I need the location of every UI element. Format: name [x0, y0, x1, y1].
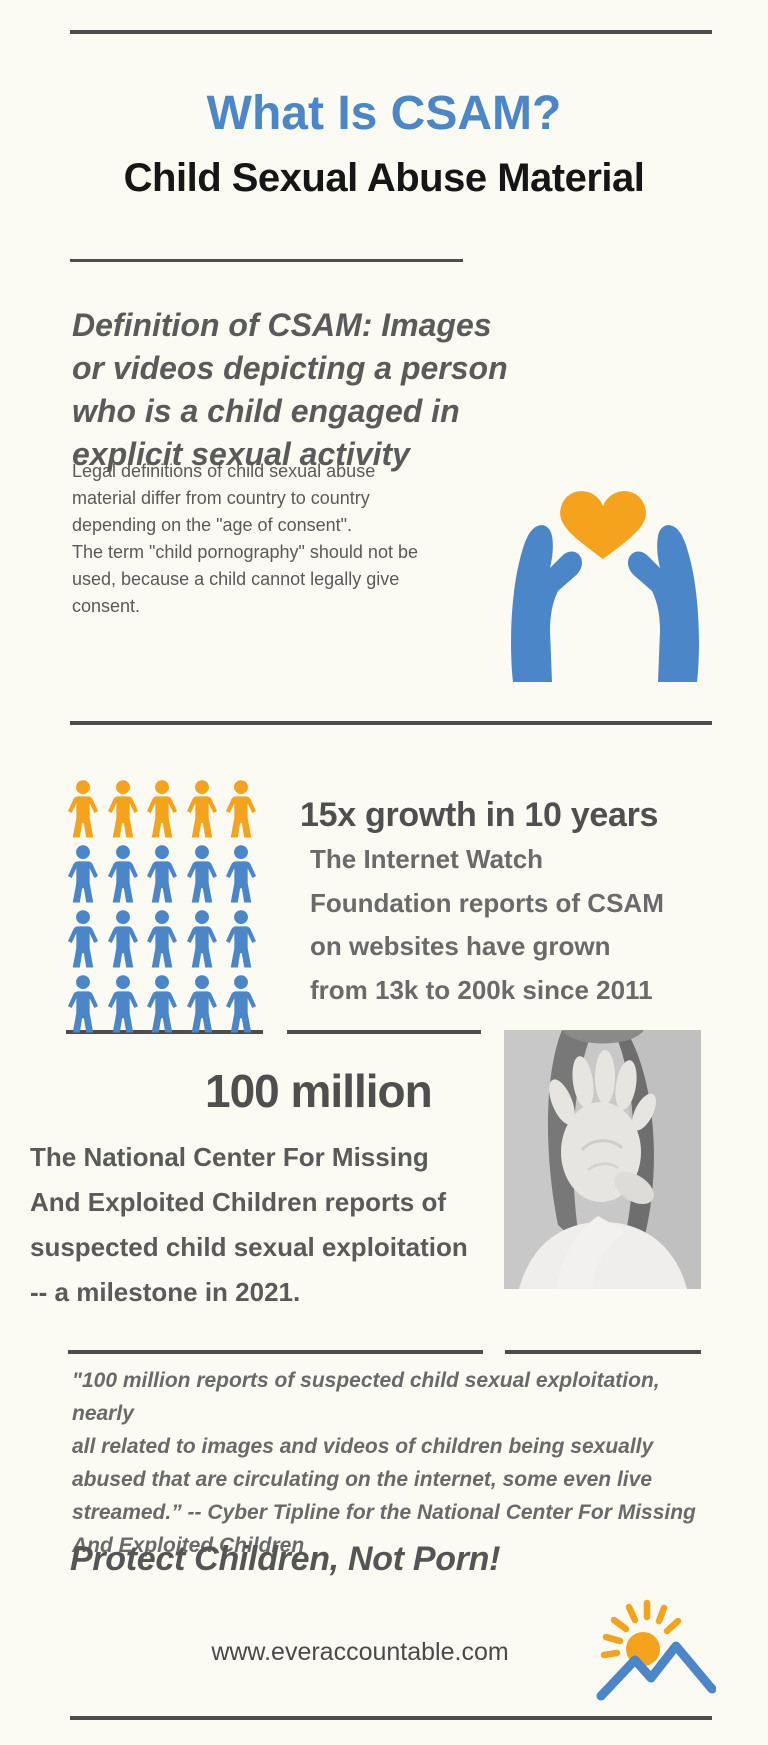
pictograph-baseline-rule — [66, 1030, 263, 1034]
growth-body-text: The Internet Watch Foundation reports of… — [310, 844, 664, 1005]
person-icon — [67, 845, 99, 903]
person-icon — [67, 910, 99, 968]
person-icon — [225, 780, 257, 838]
person-row — [64, 778, 264, 843]
milestone-stat: 100 million — [205, 1065, 433, 1117]
top-rule — [70, 30, 712, 34]
growth-heading: 15x growth in 10 years — [300, 796, 659, 834]
person-icon — [107, 975, 138, 1033]
person-icon — [186, 910, 217, 968]
stop-hand-photo — [504, 1030, 701, 1289]
people-pictograph — [64, 778, 264, 1038]
person-icon — [186, 975, 217, 1033]
person-icon — [186, 845, 217, 903]
website-text: www.everaccountable.com — [211, 1638, 509, 1666]
sun-over-mountains-icon — [596, 1599, 716, 1701]
page-subtitle: Child Sexual Abuse Material — [123, 156, 645, 200]
person-icon — [67, 975, 99, 1033]
section-divider-rule — [70, 721, 712, 725]
person-icon — [146, 780, 178, 838]
page-title: What Is CSAM? — [206, 87, 562, 140]
bottom-rule — [70, 1716, 712, 1720]
person-icon — [107, 910, 138, 968]
person-icon — [146, 910, 178, 968]
cta-text: Protect Children, Not Porn! — [70, 1540, 501, 1578]
milestone-body-text: The National Center For Missing And Expl… — [30, 1142, 468, 1307]
person-icon — [146, 845, 178, 903]
person-row — [64, 973, 264, 1038]
heart-shape — [560, 491, 646, 559]
person-icon — [107, 780, 138, 838]
quote-divider-right-rule — [505, 1350, 701, 1354]
person-icon — [67, 780, 99, 838]
hands-holding-heart-icon — [511, 491, 699, 682]
person-icon — [146, 975, 178, 1033]
definition-text: Definition of CSAM: Images or videos dep… — [72, 307, 508, 472]
legal-definitions-text: Legal definitions of child sexual abuse … — [72, 461, 418, 616]
person-row — [64, 843, 264, 908]
person-icon — [225, 975, 257, 1033]
person-icon — [225, 845, 257, 903]
person-icon — [107, 845, 138, 903]
person-icon — [225, 910, 257, 968]
title-underline-rule — [70, 259, 463, 262]
person-icon — [186, 780, 217, 838]
quote-text: "100 million reports of suspected child … — [72, 1369, 696, 1557]
person-row — [64, 908, 264, 973]
quote-divider-left-rule — [68, 1350, 483, 1354]
stat-divider-rule — [287, 1030, 481, 1034]
